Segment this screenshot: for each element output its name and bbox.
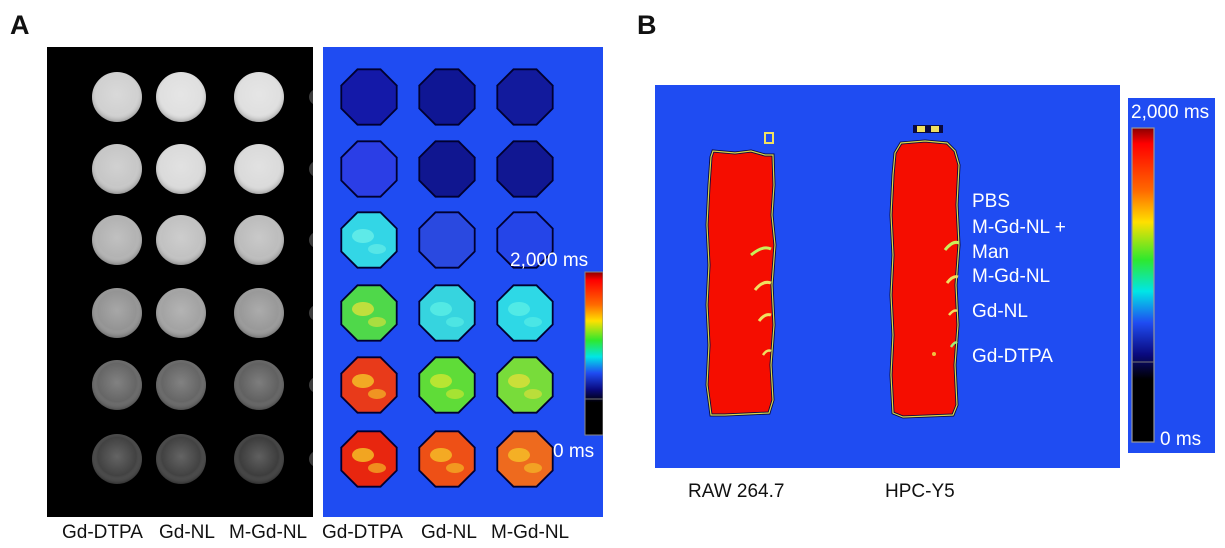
panel-a-colorbar-max-label: 2,000 ms bbox=[510, 250, 589, 271]
grayscale-edge-well-r5 bbox=[309, 378, 313, 392]
map-well-r3-c2 bbox=[420, 213, 474, 267]
map-well-texture-b-r6-c3 bbox=[524, 463, 542, 473]
tube-raw-layer-3 bbox=[757, 313, 772, 322]
panel-b-colorbar-box bbox=[1128, 98, 1215, 453]
map-well-r2-c2 bbox=[420, 142, 474, 196]
panel-a-letter: A bbox=[10, 10, 30, 40]
grayscale-well-shading-r2-c3 bbox=[234, 144, 284, 194]
grayscale-edge-well-r2 bbox=[309, 162, 313, 176]
panel-b-letter: B bbox=[637, 10, 657, 40]
map-well-texture-b-r4-c2 bbox=[446, 317, 464, 327]
map-well-texture-a-r5-c1 bbox=[352, 374, 374, 388]
map-well-r2-c3 bbox=[498, 142, 552, 196]
grayscale-edge-well-r6 bbox=[309, 452, 313, 466]
grayscale-edge-well-r4 bbox=[309, 306, 313, 320]
grayscale-well-shading-r5-c2 bbox=[156, 360, 206, 410]
grayscale-well-shading-r5-c1 bbox=[92, 360, 142, 410]
tube-hpc-layer-3 bbox=[948, 309, 958, 316]
grayscale-well-shading-r1-c1 bbox=[92, 72, 142, 122]
map-well-texture-a-r4-c1 bbox=[352, 302, 374, 316]
panel-b-colorbar bbox=[1131, 127, 1155, 443]
column-label-6: M-Gd-NL bbox=[491, 522, 570, 543]
grayscale-well-shading-r4-c2 bbox=[156, 288, 206, 338]
grayscale-phantom-image bbox=[47, 47, 313, 517]
map-well-texture-b-r5-c1 bbox=[368, 389, 386, 399]
grayscale-edge-well-r1 bbox=[309, 90, 313, 104]
grayscale-well-shading-r5-c3 bbox=[234, 360, 284, 410]
map-well-texture-b-r3-c1 bbox=[368, 244, 386, 254]
map-well-r1-c3 bbox=[498, 70, 552, 124]
map-well-texture-b-r4-c3 bbox=[524, 317, 542, 327]
tube-hpc-layer-4 bbox=[949, 341, 958, 348]
panel-a-colorbar-min-label: 0 ms bbox=[553, 441, 595, 462]
grayscale-well-shading-r1-c2 bbox=[156, 72, 206, 122]
grayscale-well-shading-r6-c3 bbox=[234, 434, 284, 484]
map-well-texture-a-r4-c3 bbox=[508, 302, 530, 316]
map-well-texture-a-r6-c1 bbox=[352, 448, 374, 462]
column-label-5: Gd-NL bbox=[421, 522, 477, 543]
tube-raw-layer-4 bbox=[761, 349, 772, 356]
panel-b-colorbar-max-label: 2,000 ms bbox=[1131, 102, 1210, 123]
map-well-texture-b-r5-c3 bbox=[524, 389, 542, 399]
tube-raw-layer-2 bbox=[753, 280, 772, 291]
map-well-texture-b-r6-c2 bbox=[446, 463, 464, 473]
tube-raw-outline bbox=[706, 150, 776, 416]
map-well-texture-a-r3-c1 bbox=[352, 229, 374, 243]
tube-label-m-gd-nl: M-Gd-NL bbox=[972, 266, 1051, 287]
grayscale-well-shading-r3-c2 bbox=[156, 215, 206, 265]
tube-hpc-layer-1 bbox=[943, 240, 960, 251]
tube-hpc-spot bbox=[932, 352, 936, 356]
grayscale-well-shading-r6-c2 bbox=[156, 434, 206, 484]
panel-b-colorbar-min-label: 0 ms bbox=[1160, 429, 1202, 450]
column-label-2: Gd-NL bbox=[159, 522, 215, 543]
map-well-texture-b-r5-c2 bbox=[446, 389, 464, 399]
tube-label-m-gd-nl-man-line2: Man bbox=[972, 242, 1009, 263]
tube-hpc-cap bbox=[913, 125, 943, 133]
map-well-r3-c3 bbox=[498, 213, 552, 267]
map-well-texture-a-r6-c2 bbox=[430, 448, 452, 462]
grayscale-well-shading-r2-c2 bbox=[156, 144, 206, 194]
tube-label-gd-dtpa: Gd-DTPA bbox=[972, 346, 1053, 367]
map-well-r1-c1 bbox=[342, 70, 396, 124]
tube-raw-layer-1 bbox=[750, 246, 772, 257]
tube-raw-cap bbox=[764, 132, 774, 144]
map-well-texture-a-r6-c3 bbox=[508, 448, 530, 462]
map-well-texture-a-r5-c2 bbox=[430, 374, 452, 388]
panel-a-colorbar bbox=[584, 271, 603, 436]
grayscale-well-shading-r4-c3 bbox=[234, 288, 284, 338]
grayscale-well-shading-r4-c1 bbox=[92, 288, 142, 338]
tube-label-m-gd-nl-man-line1: M-Gd-NL + bbox=[972, 217, 1066, 238]
tube-label-pbs: PBS bbox=[972, 191, 1011, 212]
map-well-texture-b-r6-c1 bbox=[368, 463, 386, 473]
map-well-texture-a-r4-c2 bbox=[430, 302, 452, 316]
map-well-r2-c1 bbox=[342, 142, 396, 196]
column-label-3: M-Gd-NL bbox=[229, 522, 308, 543]
t1-map-image bbox=[323, 47, 603, 517]
map-well-texture-a-r5-c3 bbox=[508, 374, 530, 388]
tube-hpc-outline bbox=[890, 140, 960, 418]
cell-label-hpc-y5: HPC-Y5 bbox=[885, 481, 955, 502]
tube-hpc-cap-mark-2 bbox=[931, 126, 939, 132]
grayscale-edge-well-r3 bbox=[309, 233, 313, 247]
grayscale-well-shading-r3-c1 bbox=[92, 215, 142, 265]
tube-t1-map-image bbox=[655, 85, 1120, 468]
grayscale-well-shading-r6-c1 bbox=[92, 434, 142, 484]
map-well-texture-b-r4-c1 bbox=[368, 317, 386, 327]
grayscale-well-shading-r1-c3 bbox=[234, 72, 284, 122]
column-label-4: Gd-DTPA bbox=[322, 522, 403, 543]
tube-label-gd-nl: Gd-NL bbox=[972, 301, 1028, 322]
tube-hpc-cap-mark-1 bbox=[917, 126, 925, 132]
grayscale-well-shading-r3-c3 bbox=[234, 215, 284, 265]
tube-hpc-layer-2 bbox=[945, 275, 959, 284]
column-label-1: Gd-DTPA bbox=[62, 522, 143, 543]
map-well-r1-c2 bbox=[420, 70, 474, 124]
cell-label-raw-264-7: RAW 264.7 bbox=[688, 481, 785, 502]
grayscale-well-shading-r2-c1 bbox=[92, 144, 142, 194]
